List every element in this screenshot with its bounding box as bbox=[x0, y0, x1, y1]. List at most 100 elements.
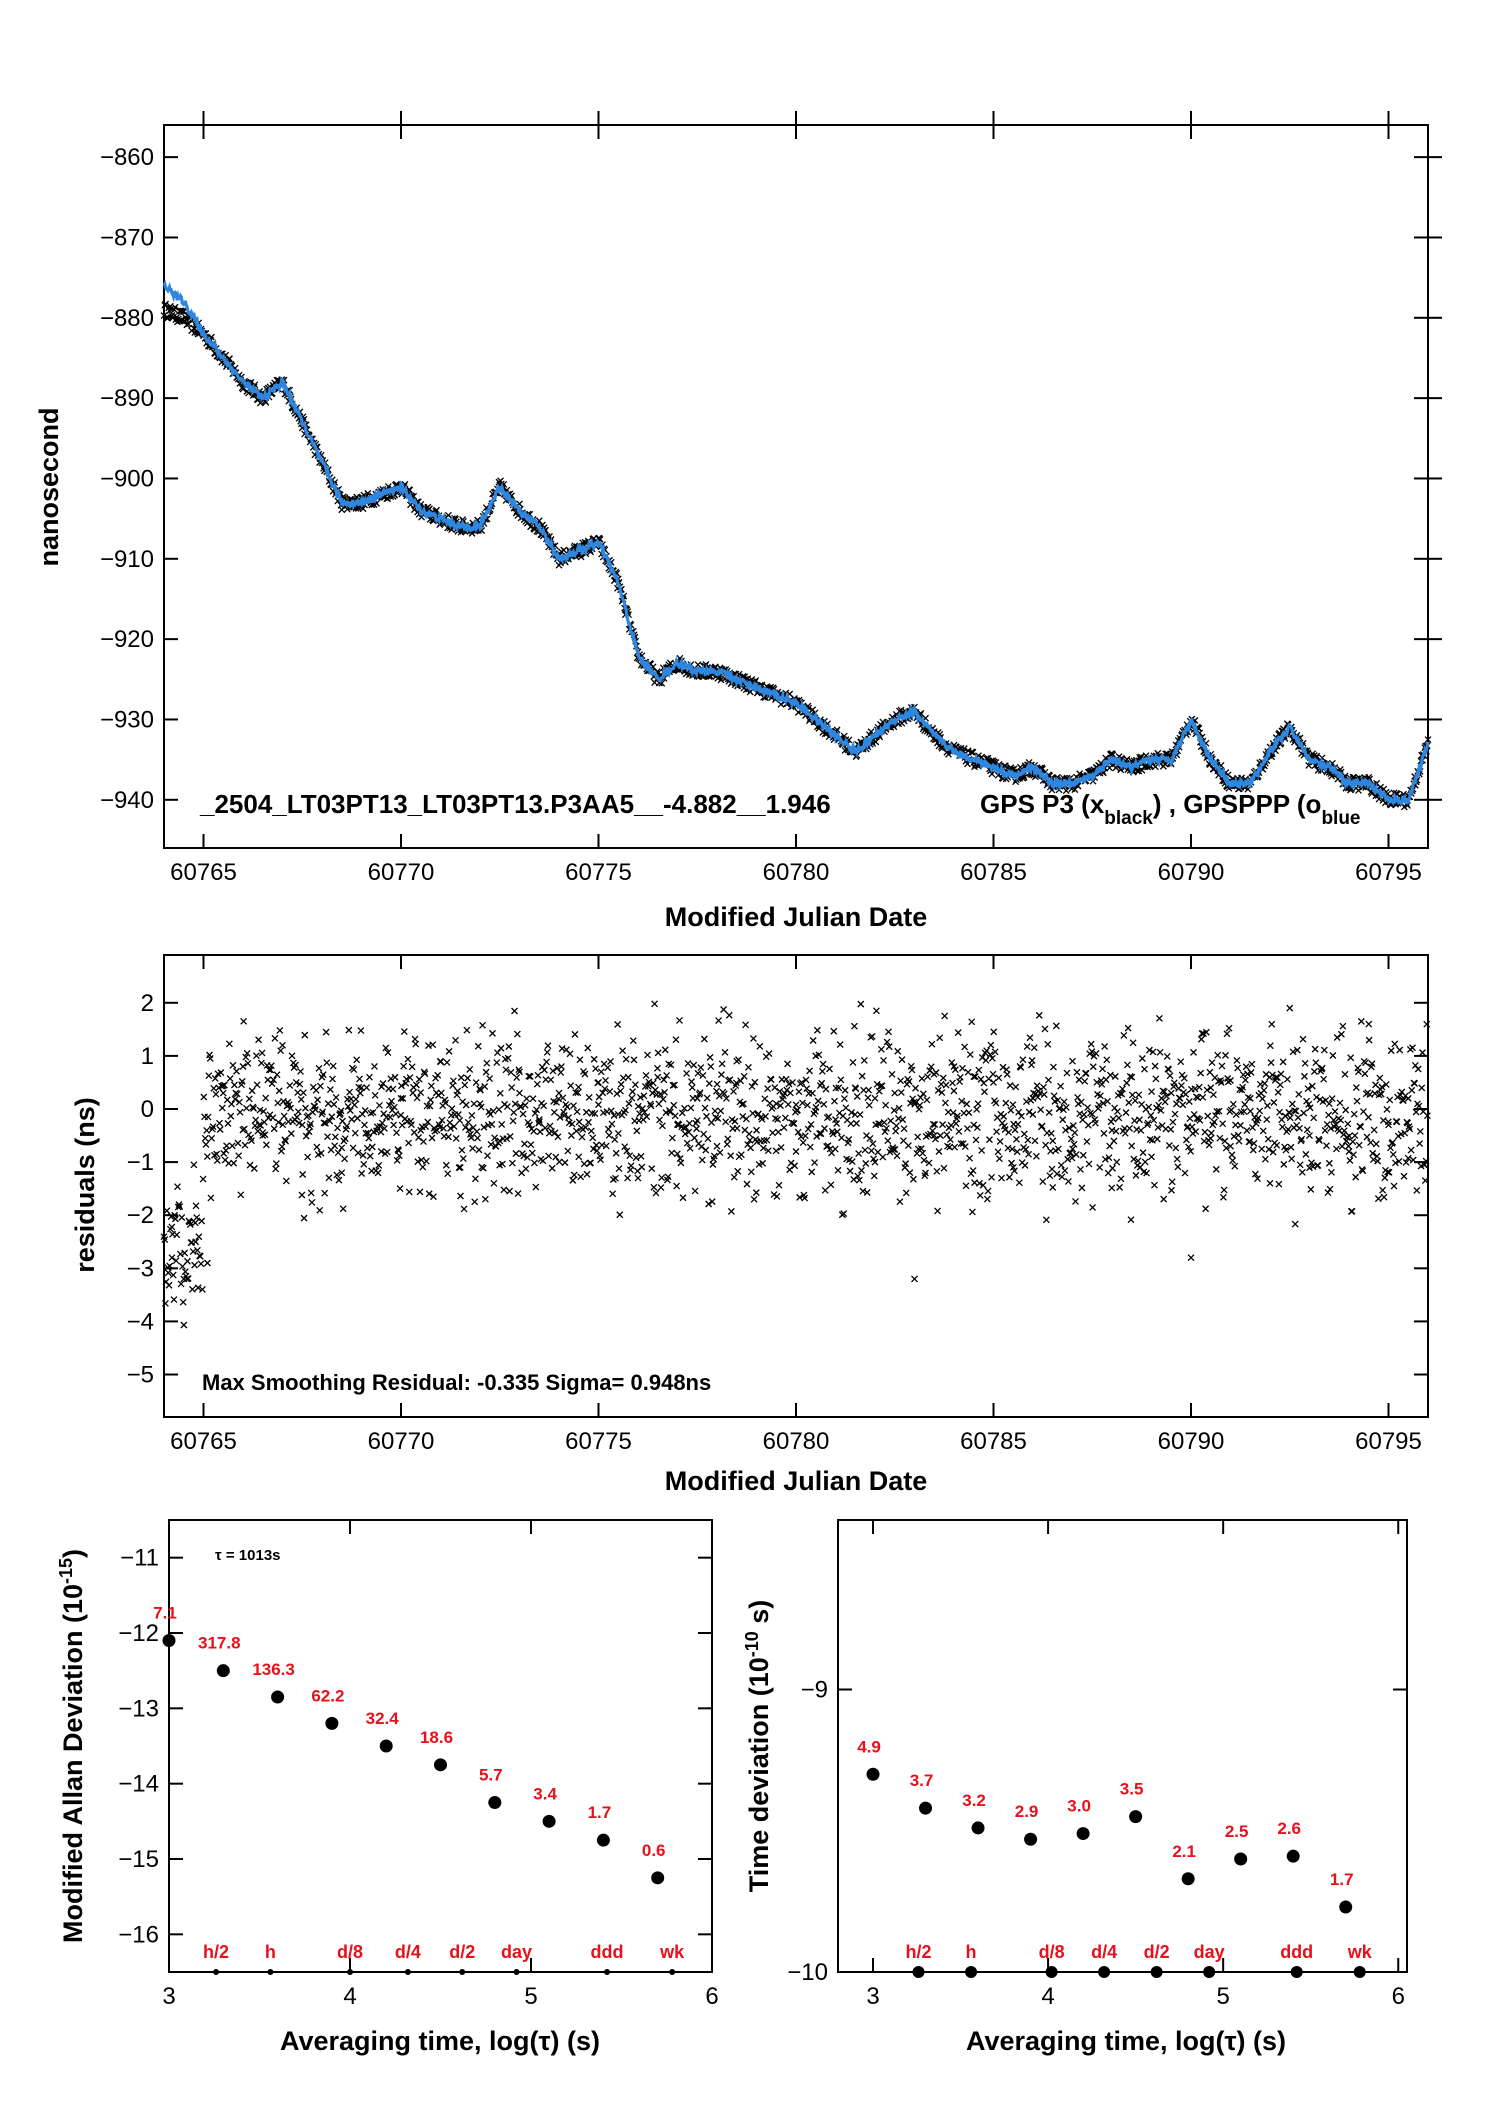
p2-point-residual bbox=[1096, 1163, 1104, 1171]
p2-point-residual bbox=[223, 1142, 231, 1150]
p3-point-label: 0.6 bbox=[642, 1841, 666, 1860]
p2-point-residual bbox=[900, 1125, 908, 1133]
p2-point-residual bbox=[691, 1187, 699, 1195]
p3-marker-label: d/8 bbox=[337, 1942, 363, 1962]
p1-point-gps-p3 bbox=[746, 688, 754, 696]
p2-point-residual bbox=[710, 1152, 718, 1160]
p3-marker-label: h/2 bbox=[203, 1942, 229, 1962]
p2-point-residual bbox=[1286, 1114, 1294, 1122]
p2-point-residual bbox=[973, 1106, 981, 1113]
p2-point-residual bbox=[1168, 1178, 1176, 1186]
p2-point-residual bbox=[999, 1063, 1007, 1071]
p2-point-residual bbox=[1019, 1056, 1027, 1064]
p2-point-residual bbox=[1058, 1173, 1066, 1181]
p2-point-residual bbox=[909, 1175, 917, 1183]
p2-point-residual bbox=[1212, 1165, 1220, 1173]
p2-point-residual bbox=[1163, 1092, 1170, 1100]
p2-point-residual bbox=[1011, 1126, 1019, 1134]
p2-point-residual bbox=[287, 1104, 295, 1112]
p2-point-residual bbox=[208, 1134, 216, 1142]
p2-point-residual bbox=[398, 1121, 406, 1129]
p2-point-residual bbox=[857, 1000, 865, 1008]
p4-x-axis-label: Averaging time, log(τ) (s) bbox=[966, 2026, 1286, 2056]
p2-point-residual bbox=[722, 1094, 730, 1102]
p2-point-residual bbox=[670, 1101, 678, 1109]
p2-point-residual bbox=[1196, 1116, 1204, 1124]
p3-point bbox=[488, 1796, 502, 1809]
p3-marker-dot bbox=[459, 1969, 466, 1975]
p2-point-residual bbox=[324, 1100, 332, 1108]
p2-point-residual bbox=[818, 1067, 826, 1075]
p2-point-residual bbox=[1338, 1142, 1346, 1150]
p2-point-residual bbox=[550, 1108, 558, 1116]
p2-point-residual bbox=[245, 1095, 253, 1103]
p2-point-residual bbox=[987, 1041, 995, 1049]
p2-point-residual bbox=[1376, 1074, 1384, 1082]
p2-point-residual bbox=[977, 1075, 985, 1083]
p2-point-residual bbox=[513, 1074, 521, 1081]
p2-point-residual bbox=[506, 1133, 514, 1140]
p2-point-residual bbox=[920, 1156, 928, 1164]
p2-point-residual bbox=[899, 1116, 907, 1124]
p2-point-residual bbox=[510, 1109, 518, 1116]
p2-point-residual bbox=[324, 1133, 331, 1141]
p2-point-residual bbox=[936, 1034, 944, 1042]
p2-point-residual bbox=[906, 1169, 914, 1177]
p1-point-gps-p3 bbox=[969, 748, 977, 756]
p2-point-residual bbox=[1229, 1100, 1237, 1108]
p2-point-residual bbox=[335, 1176, 343, 1184]
p2-point-residual bbox=[317, 1149, 325, 1157]
p1-series-gpsppp bbox=[162, 279, 1430, 807]
p2-point-residual bbox=[254, 1127, 262, 1135]
p2-point-residual bbox=[804, 1125, 812, 1133]
p2-point-residual bbox=[1296, 1161, 1304, 1169]
p2-point-residual bbox=[1264, 1135, 1272, 1143]
p2-point-residual bbox=[1093, 1078, 1101, 1086]
p2-point-residual bbox=[329, 1075, 336, 1083]
p2-point-residual bbox=[1266, 1042, 1274, 1050]
p2-point-residual bbox=[1256, 1107, 1264, 1115]
p2-point-residual bbox=[855, 1150, 863, 1157]
p2-point-residual bbox=[261, 1131, 269, 1139]
p2-point-residual bbox=[1219, 1193, 1227, 1201]
p2-point-residual bbox=[375, 1101, 383, 1109]
p4-marker-dot bbox=[1290, 1966, 1303, 1978]
p2-point-residual bbox=[781, 1089, 789, 1097]
p2-point-residual bbox=[1069, 1145, 1077, 1153]
p2-point-residual bbox=[1260, 1086, 1268, 1094]
p2-point-residual bbox=[1104, 1097, 1111, 1105]
p2-point-residual bbox=[1146, 1136, 1154, 1143]
p2-point-residual bbox=[1377, 1090, 1385, 1098]
p2-point-residual bbox=[780, 1124, 788, 1132]
p2-point-residual bbox=[666, 1107, 673, 1114]
p2-point-residual bbox=[319, 1071, 327, 1079]
p2-point-residual bbox=[791, 1162, 799, 1170]
p2-point-residual bbox=[1100, 1130, 1108, 1137]
p2-point-residual bbox=[929, 1120, 937, 1128]
p2-point-residual bbox=[459, 1155, 467, 1163]
p2-point-residual bbox=[1029, 1111, 1037, 1118]
p2-point-residual bbox=[269, 1114, 277, 1122]
p2-point-residual bbox=[875, 1087, 883, 1095]
p2-point-residual bbox=[552, 1153, 560, 1161]
p2-point-residual bbox=[237, 1191, 245, 1199]
p2-point-residual bbox=[1413, 1187, 1421, 1194]
p2-point-residual bbox=[287, 1130, 295, 1138]
p2-point-residual bbox=[1389, 1150, 1397, 1158]
p2-point-residual bbox=[1022, 1145, 1030, 1153]
p2-point-residual bbox=[891, 1089, 899, 1097]
p2-point-residual bbox=[481, 1083, 489, 1090]
p2-y-tick-label: 0 bbox=[141, 1096, 154, 1123]
p2-point-residual bbox=[429, 1041, 437, 1049]
p2-point-residual bbox=[949, 1079, 956, 1087]
p2-point-residual bbox=[577, 1173, 585, 1181]
p3-x-tick-label: 3 bbox=[162, 1983, 175, 2010]
p2-point-residual bbox=[1371, 1090, 1379, 1097]
p2-point-residual bbox=[196, 1252, 204, 1260]
p2-point-residual bbox=[784, 1060, 792, 1068]
p3-marker-dot bbox=[267, 1969, 274, 1975]
p1-plot-frame bbox=[163, 124, 1429, 849]
p2-point-residual bbox=[298, 1191, 306, 1199]
p2-plot-frame bbox=[163, 954, 1429, 1418]
p2-point-residual bbox=[1023, 1043, 1031, 1051]
